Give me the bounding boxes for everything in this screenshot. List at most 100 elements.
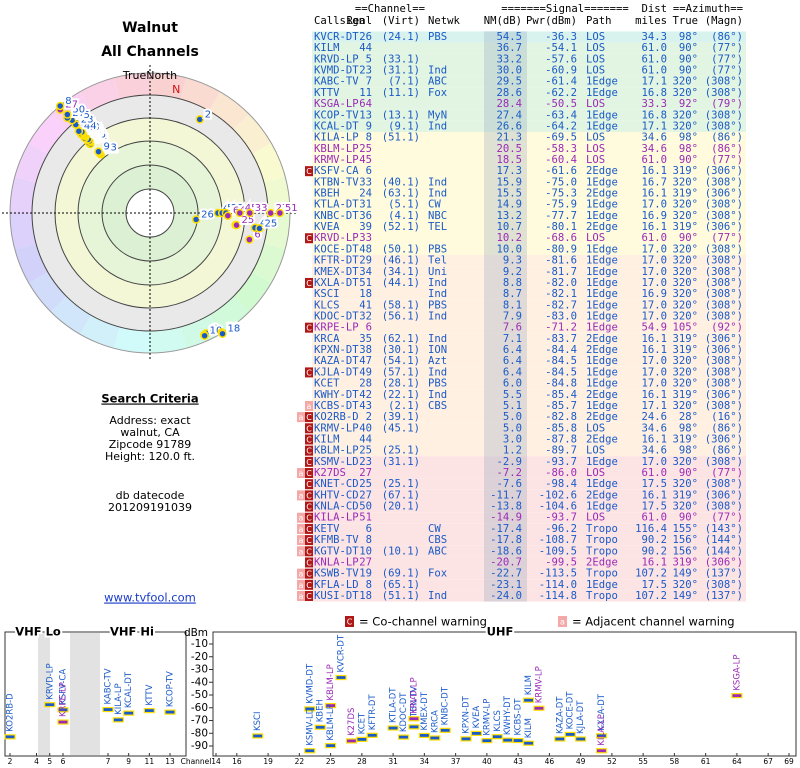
signal-bar (325, 743, 337, 749)
cell: 2Edge (586, 188, 618, 200)
cell: (86°) (711, 31, 743, 43)
warning-flag (297, 546, 305, 557)
cell: 319° (672, 188, 698, 200)
cell: KOCE-DT (314, 243, 359, 255)
row-background (312, 556, 746, 569)
station-channel: 25 (77, 110, 90, 121)
cell: 8.7 (503, 288, 522, 300)
warning-flag (305, 166, 313, 177)
station-marker (195, 115, 205, 124)
cell: -81.6 (545, 255, 577, 267)
cell: 320° (672, 277, 698, 289)
cell: 16.1 (641, 165, 667, 177)
channel-tick-label: 43 (513, 757, 523, 766)
cell: 16.1 (641, 556, 667, 568)
cell: 6.4 (503, 344, 522, 356)
cell: 24.6 (641, 411, 667, 423)
cell: KILM (314, 42, 340, 54)
cell: (40.1) (382, 176, 420, 188)
channel-tick-label: 19 (263, 757, 273, 766)
cell: 2Edge (586, 489, 618, 501)
row-background (312, 534, 746, 546)
signal-bar (595, 748, 608, 754)
x-axis-label: Channel (181, 757, 212, 766)
cell: 319° (672, 433, 698, 445)
cell: KABC-TV (314, 76, 359, 88)
signal-bar (470, 730, 483, 736)
cell: (58.1) (382, 299, 420, 311)
cell: 17.0 (641, 366, 667, 378)
channel-tick-label: 69 (784, 757, 794, 766)
station-channel: 42 (86, 123, 99, 134)
station-label: KTBN-TV (409, 686, 419, 722)
station-marker (191, 215, 201, 224)
cell: ABC (428, 545, 447, 557)
cell: -84.8 (545, 378, 577, 390)
channel-tick-label: 31 (388, 757, 398, 766)
row-background (312, 366, 746, 378)
cell: 320° (672, 478, 698, 490)
cell: -85.8 (545, 422, 577, 434)
cell: KMEX-DT (314, 266, 359, 278)
warning-flag-text: C (306, 447, 312, 456)
cell: KUSI-DT (314, 590, 359, 602)
cell: (306°) (705, 188, 743, 200)
cell: (306°) (705, 221, 743, 233)
cell: -75.3 (545, 188, 577, 200)
cell: 17.0 (641, 277, 667, 289)
row-background (312, 42, 746, 54)
cell: 16.1 (641, 489, 667, 501)
cell: 5.1 (503, 400, 522, 412)
cell: -104.6 (539, 501, 577, 513)
channel-tick-label: 9 (126, 757, 131, 766)
station-label: KVMD-DT (305, 663, 315, 704)
station-channel: 25 (264, 218, 277, 229)
cell: (308°) (705, 109, 743, 121)
cell: 16.1 (641, 433, 667, 445)
search-line: walnut, CA (120, 426, 180, 439)
row-background (312, 478, 746, 490)
cell: (308°) (705, 579, 743, 591)
station-channel: 6 (211, 323, 217, 334)
row-background (312, 232, 746, 244)
site-link[interactable]: www.tvfool.com (104, 591, 196, 605)
signal-bar (304, 706, 316, 712)
cell: Ind (428, 389, 447, 401)
cell: 319° (672, 165, 698, 177)
warning-flag (297, 468, 305, 479)
station-label: KLCS (493, 710, 503, 732)
cell: 320° (672, 400, 698, 412)
cell: 98° (679, 31, 698, 43)
cell: CW (428, 199, 441, 211)
signal-bar (143, 707, 155, 714)
station-channel: 51 (90, 125, 103, 136)
cell: -83.0 (545, 311, 577, 323)
cell: -17.8 (490, 534, 522, 546)
warning-flag (297, 512, 305, 523)
station-label: KRMV-LP (534, 666, 544, 703)
cell: Ind (428, 333, 447, 345)
station-marker (223, 211, 233, 220)
station-channel: 38 (87, 124, 100, 135)
cell: 90° (679, 154, 698, 166)
row-background (312, 187, 746, 200)
cell: LOS (586, 232, 605, 244)
cell: 320° (672, 210, 698, 222)
cell: -81.7 (545, 266, 577, 278)
cell: MyN (428, 109, 447, 121)
cell: -87.8 (545, 433, 577, 445)
cell: (20.1) (382, 501, 420, 513)
cell: KSFV-CA (314, 165, 359, 177)
channel-tick-label: 40 (482, 757, 492, 766)
cell: Uni (428, 266, 447, 278)
warning-flag-text: C (306, 480, 312, 489)
cell: KBEH (314, 188, 340, 200)
cell: -36.3 (545, 31, 577, 43)
cell: (77°) (711, 65, 743, 77)
row-background (312, 266, 746, 278)
cell: 33.2 (496, 53, 522, 65)
cell: 17.1 (641, 400, 667, 412)
row-background (312, 377, 746, 390)
cell: Tropo (586, 590, 618, 602)
cell: -24.0 (490, 590, 522, 602)
